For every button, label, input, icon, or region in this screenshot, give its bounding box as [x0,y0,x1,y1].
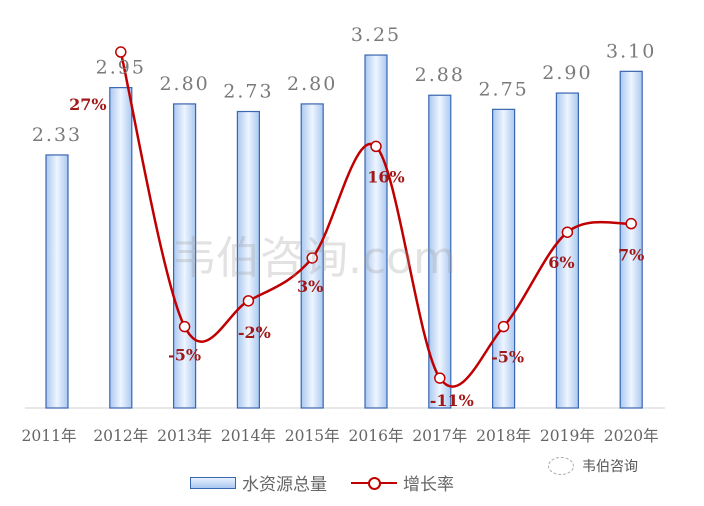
brand: 韦伯咨询 [548,456,638,476]
bar [555,92,580,409]
growth-rate-label: 3% [297,277,323,296]
bar-value-label: 2.95 [96,57,146,79]
growth-rate-point [434,372,446,384]
bar [45,154,69,409]
bar [428,94,452,409]
x-tick-label: 2014年 [221,427,276,445]
x-tick-label: 2018年 [476,427,531,445]
growth-rate-point [561,226,574,238]
bar-value-label: 2.33 [32,124,82,146]
legend-bar-swatch [190,476,236,489]
legend: 水资源总量 增长率 [190,470,454,495]
x-tick-label: 2016年 [349,427,404,445]
growth-rate-point [115,46,127,58]
bar-value-label: 2.75 [478,78,528,100]
bar-value-label: 2.88 [415,64,465,86]
growth-rate-point [625,217,637,230]
bar [173,103,197,409]
growth-rate-point [242,295,255,307]
growth-rate-label: 27% [69,95,106,114]
x-tick-label: 2011年 [22,427,77,445]
growth-rate-label: -5% [168,346,201,365]
growth-rate-point [370,140,382,153]
growth-rate-label: 16% [367,167,404,186]
bar-value-label: 3.25 [351,24,401,46]
watermark: 韦伯咨询.com [172,233,456,284]
x-tick-label: 2019年 [540,427,595,445]
wechat-icon [548,457,574,475]
growth-rate-label: 6% [548,253,574,272]
x-tick-label: 2020年 [604,427,659,445]
bar [619,70,643,409]
legend-line-swatch [351,476,397,490]
growth-rate-point [497,320,510,333]
x-tick-label: 2012年 [93,427,148,445]
legend-bar-label: 水资源总量 [242,475,327,495]
bar-value-label: 3.10 [606,40,656,62]
x-tick-label: 2017年 [412,427,467,445]
legend-line-label: 增长率 [403,475,454,495]
bar-value-label: 2.73 [223,81,273,103]
growth-rate-label: -11% [430,391,474,410]
x-tick-label: 2013年 [157,427,212,445]
bar [109,87,133,409]
brand-label: 韦伯咨询 [582,459,638,475]
growth-rate-point [306,252,318,264]
growth-rate-label: -2% [238,323,271,342]
bar-value-label: 2.80 [287,73,337,95]
bar-value-label: 2.80 [159,73,209,95]
growth-rate-point [178,320,191,333]
growth-rate-label: 7% [618,246,644,265]
x-tick-label: 2015年 [285,427,340,445]
bar-value-label: 2.90 [542,62,592,84]
bar [236,110,260,409]
growth-rate-label: -5% [491,348,524,367]
